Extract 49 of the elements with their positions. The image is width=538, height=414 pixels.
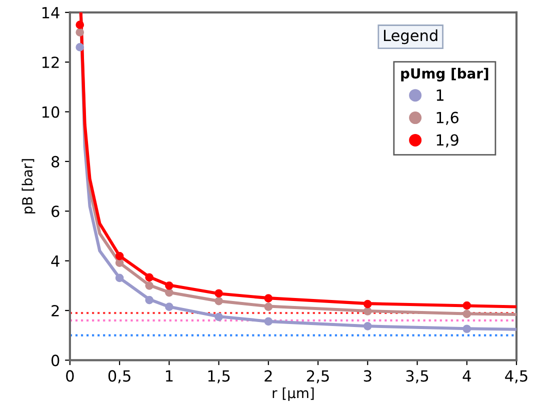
y-tick-label: 4 (51, 255, 60, 267)
y-tick-label: 0 (52, 354, 60, 366)
point (264, 317, 273, 326)
legend-title: pUmg [bar] (401, 68, 488, 82)
point (165, 288, 174, 297)
point (115, 258, 124, 267)
point (363, 300, 372, 308)
point (264, 294, 273, 302)
y-tick-label: 12 (42, 56, 59, 68)
point (165, 281, 174, 290)
x-tick-label: 0 (66, 370, 74, 382)
x-tick-label: 2,5 (306, 370, 329, 384)
point (165, 302, 174, 311)
point (363, 322, 372, 330)
point (115, 274, 124, 282)
x-tick-label: 0,5 (108, 370, 130, 384)
point (264, 302, 273, 311)
point (76, 20, 84, 30)
point (115, 252, 124, 260)
y-tick-label: 8 (52, 156, 60, 168)
legend-label: 1 (436, 90, 444, 101)
x-tick-label: 3,5 (406, 370, 428, 384)
point (214, 312, 223, 322)
y-tick-label: 2 (52, 304, 59, 316)
legend-label: 1,6 (436, 112, 458, 125)
y-tick-label: 6 (52, 206, 60, 218)
point (363, 307, 372, 316)
y-tick-label: 14 (42, 7, 60, 18)
point (214, 289, 223, 298)
point (76, 28, 84, 36)
x-tick-label: 4,5 (505, 370, 528, 384)
x-tick-label: 1 (166, 370, 173, 382)
point (214, 296, 223, 306)
point (462, 301, 472, 310)
x-tick-label: 1,5 (208, 370, 230, 384)
x-tick-label: 2 (264, 370, 272, 382)
y-axis-title: pB [bar] (22, 159, 36, 214)
annotation: Legend (384, 29, 438, 44)
y-tick-label: 10 (42, 106, 60, 118)
point (76, 43, 84, 52)
x-tick-label: 3 (364, 370, 372, 382)
point (462, 310, 472, 318)
x-axis-title: r [µm] (272, 387, 314, 401)
legend-label: 1,9 (436, 134, 458, 148)
point (145, 281, 154, 290)
point (462, 324, 472, 334)
point (145, 296, 154, 304)
x-tick-label: 4 (462, 370, 471, 382)
point (145, 273, 154, 282)
